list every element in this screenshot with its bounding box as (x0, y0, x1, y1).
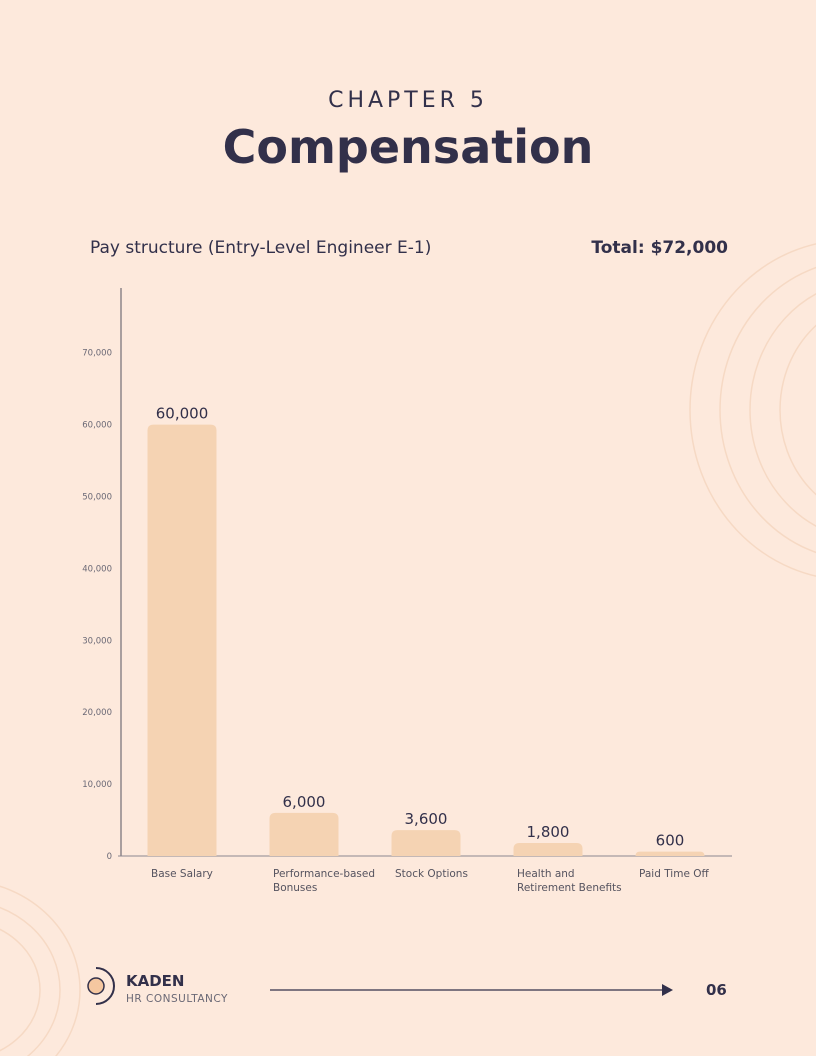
x-tick-label: Paid Time Off (639, 868, 709, 880)
value-label: 1,800 (527, 823, 570, 841)
brand-subtitle: HR CONSULTANCY (126, 993, 228, 1005)
brand: KADEN (126, 972, 185, 990)
bar (513, 843, 583, 856)
decoration (0, 243, 816, 1056)
total-annotation: Total: $72,000 (591, 238, 728, 258)
y-tick-label: 40,000 (82, 564, 112, 574)
value-label: 60,000 (156, 405, 209, 423)
chart-title: Pay structure (Entry-Level Engineer E-1) (90, 238, 432, 258)
y-tick-label: 70,000 (82, 349, 112, 359)
y-tick-label: 60,000 (82, 421, 112, 431)
value-label: 600 (656, 832, 685, 850)
x-tick-label: Base Salary (151, 868, 213, 880)
logo (87, 967, 115, 1005)
x-tick-label: Health and Retirement Benefits (517, 868, 622, 894)
y-tick-label: 10,000 (82, 780, 112, 790)
page-number: 06 (706, 981, 727, 999)
x-tick-label: Stock Options (395, 868, 468, 880)
chapter: CHAPTER 5 (328, 88, 488, 113)
footer-arrow (662, 984, 673, 996)
bar (269, 812, 339, 856)
value-label: 6,000 (283, 793, 326, 811)
y-tick-label: 30,000 (82, 636, 112, 646)
page-title: Compensation (222, 120, 594, 174)
y-tick-label: 50,000 (82, 493, 112, 503)
bar (391, 830, 461, 856)
bar (147, 424, 217, 856)
y-tick-label: 20,000 (82, 708, 112, 718)
value-label: 3,600 (405, 810, 448, 828)
x-tick-label: Performance-based Bonuses (273, 868, 376, 894)
bar (635, 851, 705, 856)
y-tick-label: 0 (107, 852, 112, 862)
